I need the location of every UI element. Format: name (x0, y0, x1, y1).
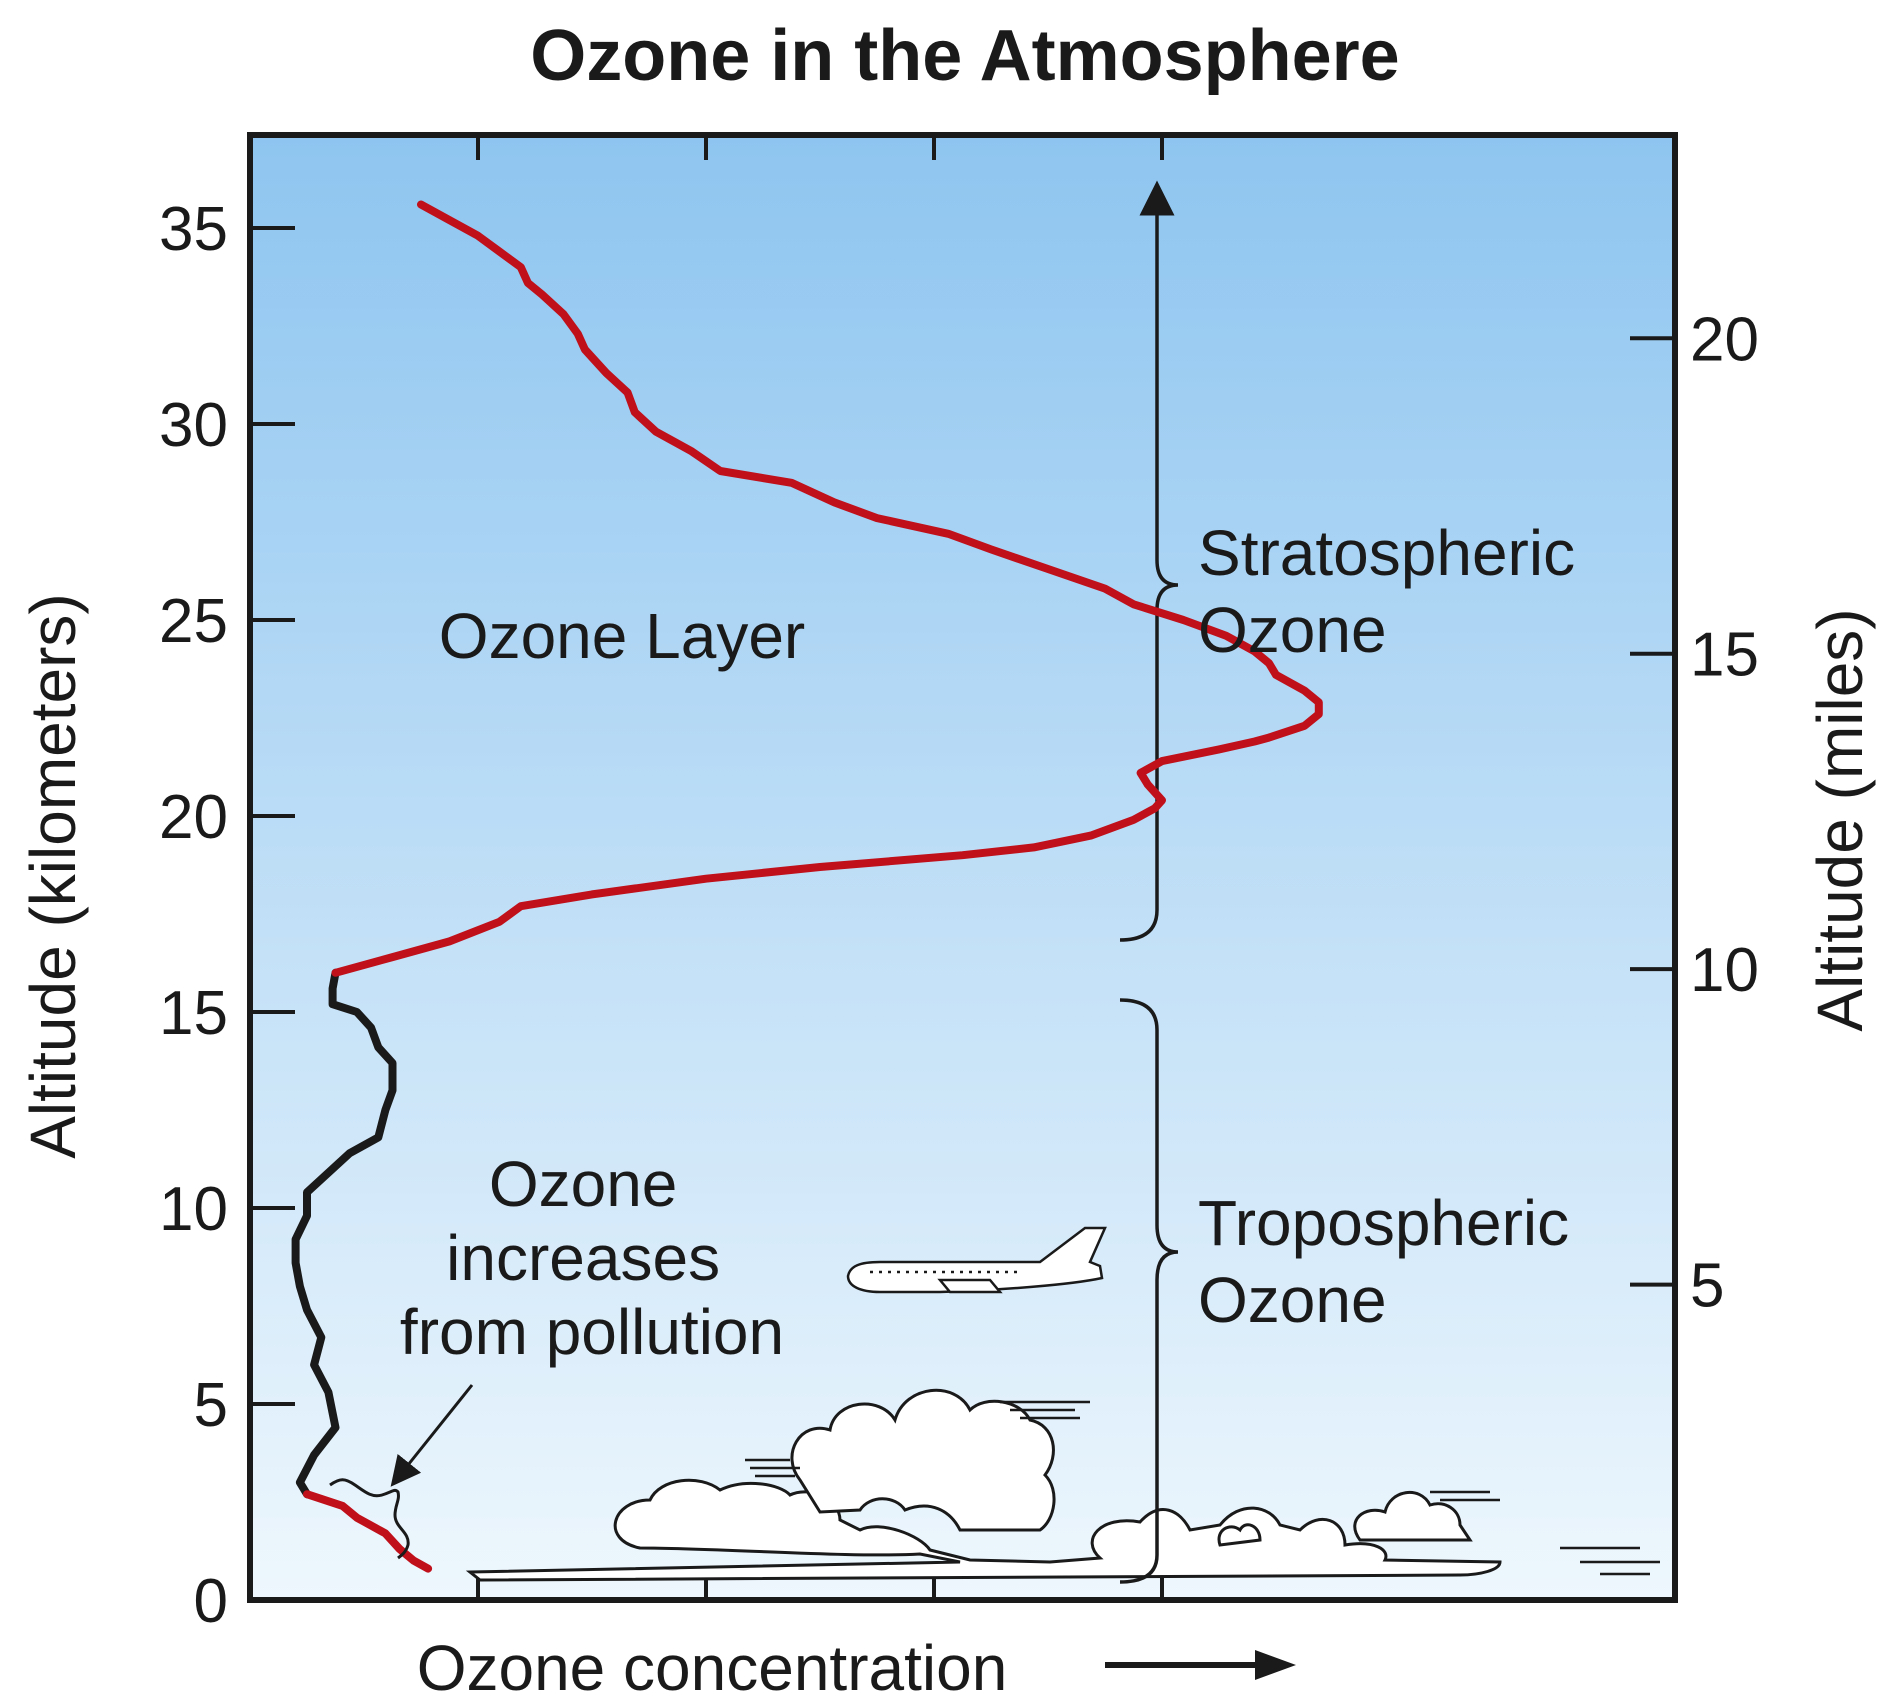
series-line-surface (303, 1490, 433, 1573)
left-tick-label: 30 (159, 391, 228, 460)
plot-background (250, 135, 1675, 1600)
x-axis-arrow (1105, 1650, 1296, 1680)
pollution-pointer (329, 1384, 474, 1560)
tropospheric-label: Tropospheric Ozone (1198, 1187, 1587, 1336)
tropospheric-bracket (1119, 998, 1179, 1584)
series-line-stratospheric (331, 200, 1323, 977)
right-tick-label: 5 (1690, 1252, 1724, 1321)
series-line-tropospheric (291, 968, 397, 1499)
left-axis-ticks: 0 5 10 15 20 25 30 35 (159, 195, 295, 1636)
left-tick-label: 10 (159, 1175, 228, 1244)
stratospheric-label: Stratospheric Ozone (1198, 517, 1593, 666)
pollution-label: Ozone increases from pollution (400, 1148, 784, 1368)
plot-frame (247, 132, 1678, 1603)
airplane-icon (846, 1226, 1107, 1294)
left-tick-label: 35 (159, 195, 228, 264)
right-axis-ticks: 5 10 15 20 (1630, 305, 1759, 1321)
y-axis-right-title: Altitude (miles) (1804, 608, 1876, 1031)
right-tick-label: 20 (1690, 305, 1759, 374)
right-tick-label: 15 (1690, 621, 1759, 690)
left-tick-label: 0 (194, 1567, 228, 1636)
left-tick-label: 5 (194, 1371, 228, 1440)
right-tick-label: 10 (1690, 936, 1759, 1005)
x-axis-ticks (476, 135, 1164, 1600)
clouds-illustration (465, 1388, 1502, 1582)
stratospheric-bracket (1119, 180, 1179, 942)
chart-title: Ozone in the Atmosphere (530, 16, 1399, 96)
ozone-layer-label: Ozone Layer (439, 600, 805, 672)
ozone-profile (291, 200, 1323, 1573)
cloud-wind-lines (745, 1400, 1660, 1576)
left-tick-label: 25 (159, 587, 228, 656)
y-axis-left-title: Altitude (kilometers) (17, 593, 89, 1159)
left-tick-label: 15 (159, 979, 228, 1048)
left-tick-label: 20 (159, 783, 228, 852)
x-axis-title: Ozone concentration (417, 1632, 1008, 1704)
